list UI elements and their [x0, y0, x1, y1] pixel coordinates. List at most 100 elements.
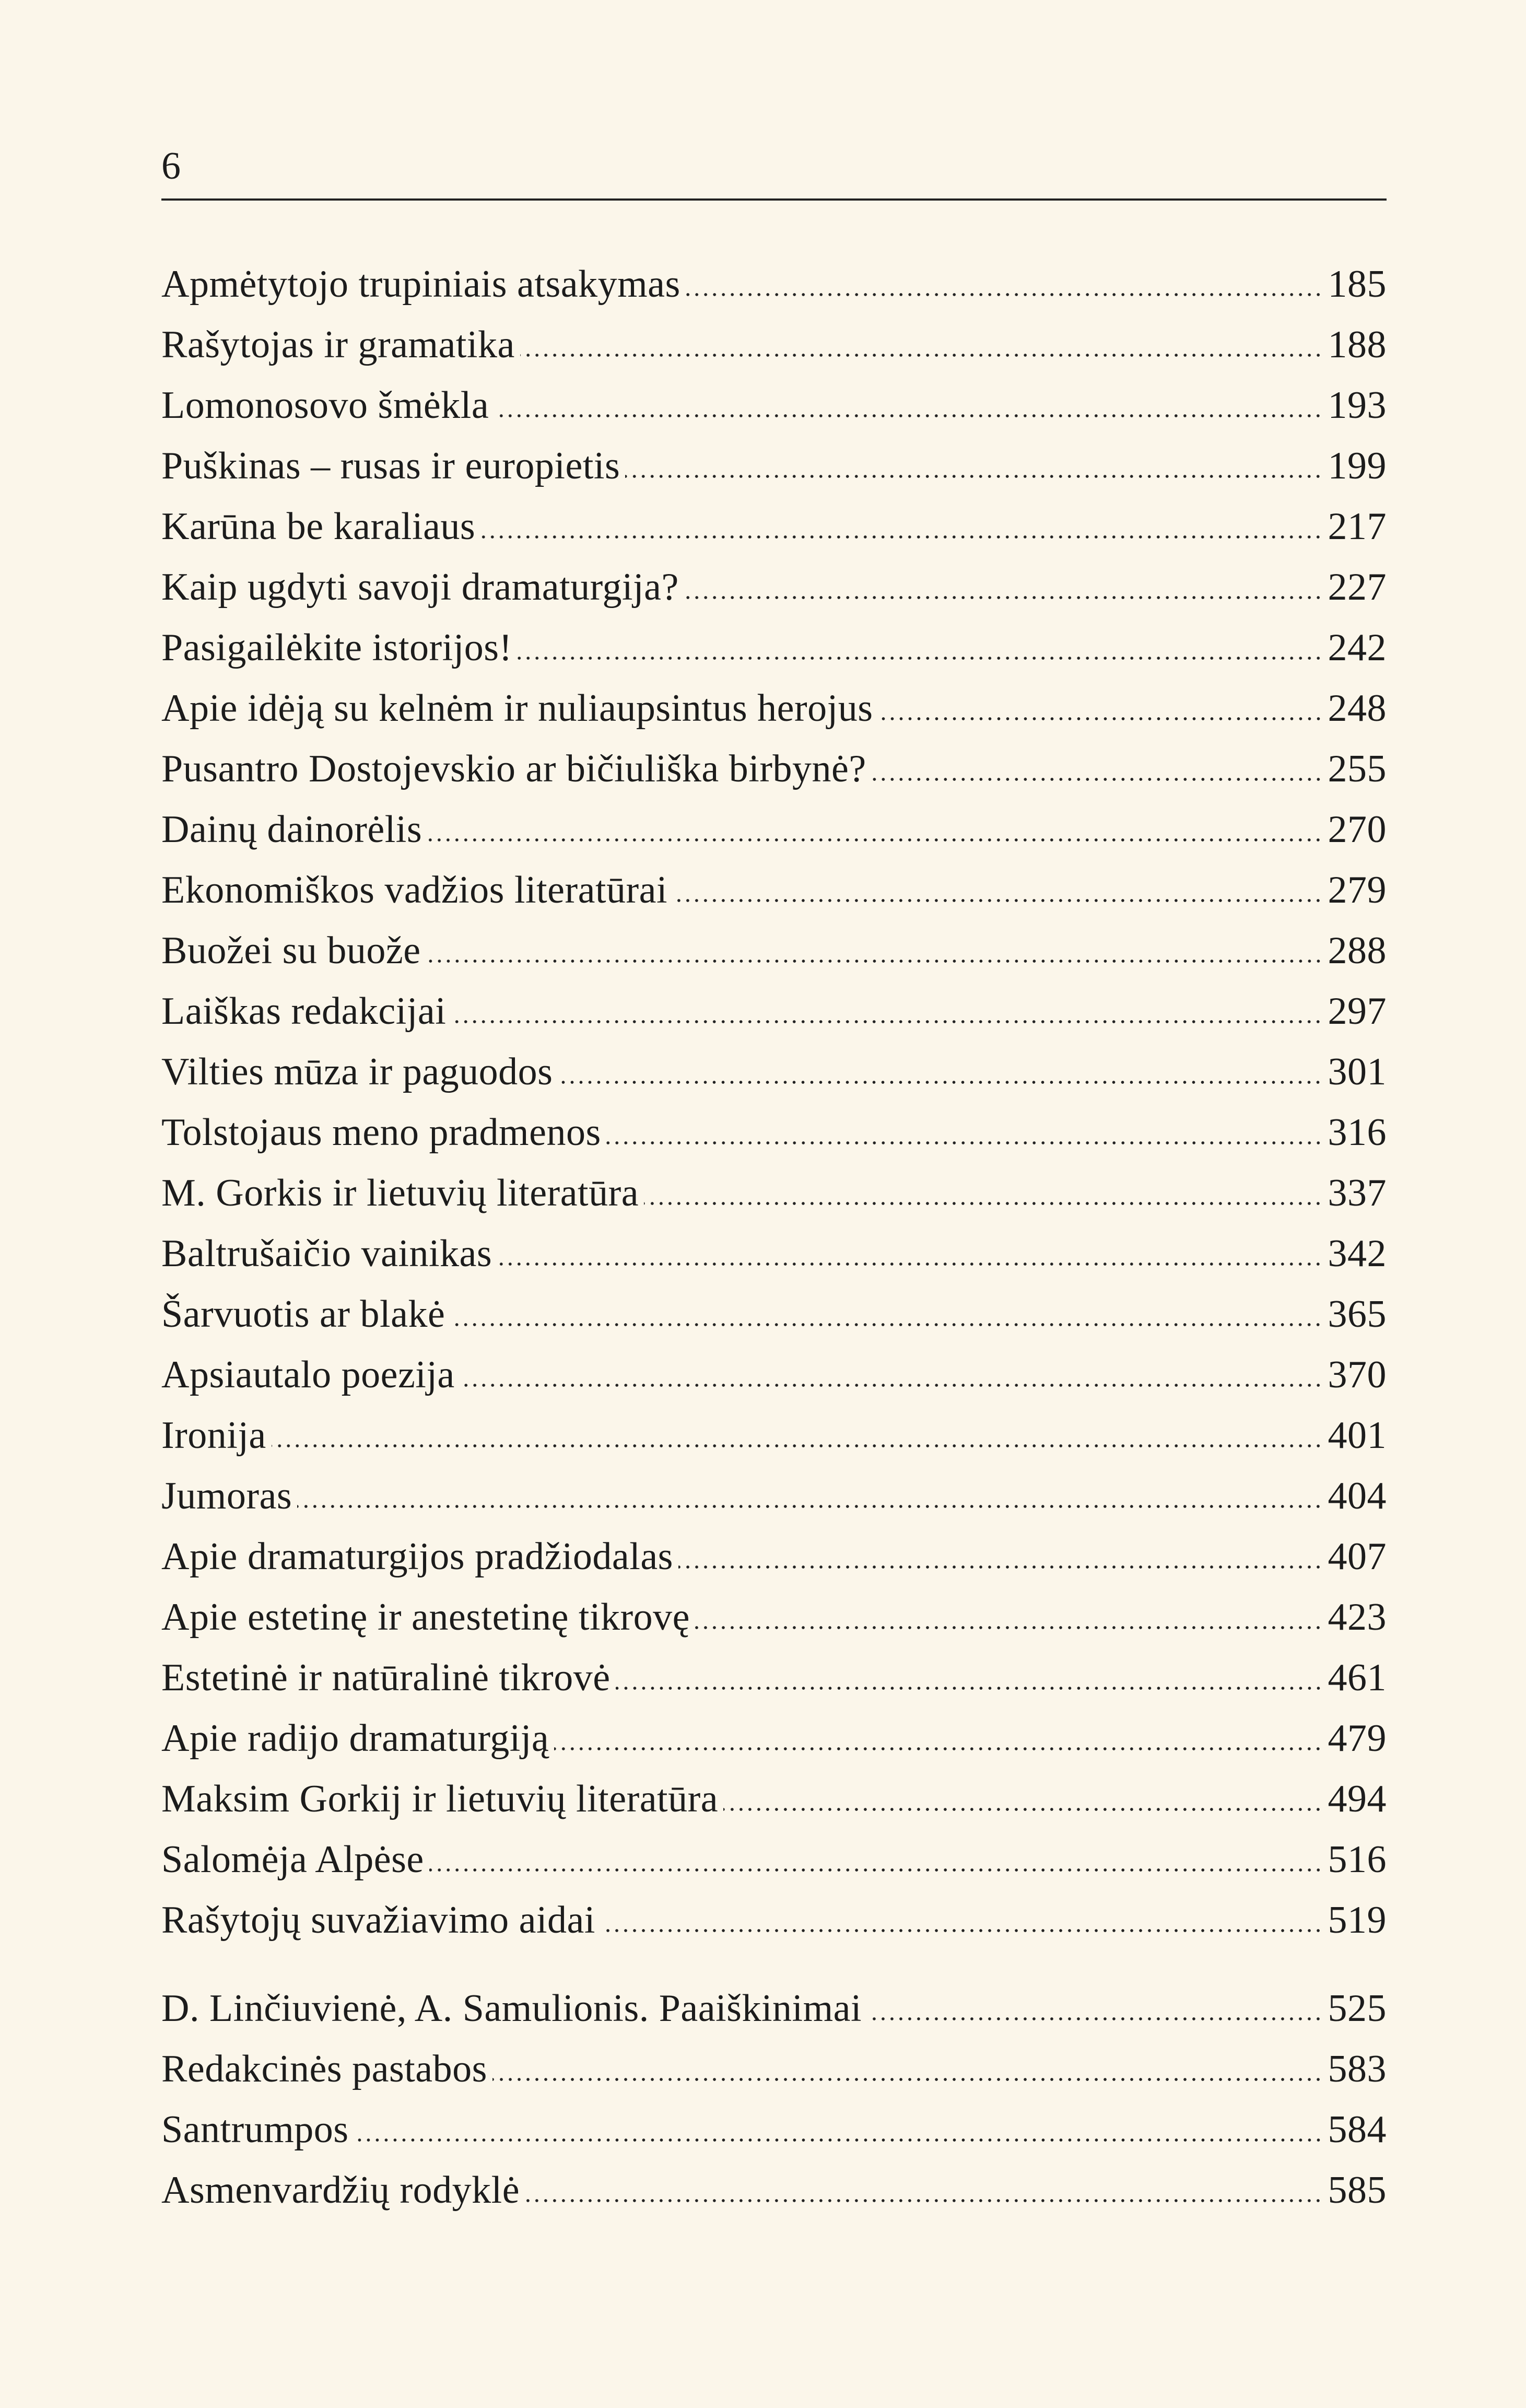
- dot-leader: [878, 717, 1323, 721]
- toc-entry: Šarvuotis ar blakė 365: [161, 1284, 1387, 1345]
- toc-entry: Apie radijo dramaturgiją 479: [161, 1708, 1387, 1769]
- toc-entry-title: Tolstojaus meno pradmenos: [161, 1111, 601, 1154]
- dot-leader: [723, 1807, 1323, 1811]
- toc-entry-page: 370: [1328, 1353, 1387, 1396]
- dot-leader: [517, 656, 1323, 660]
- toc-appendix-group: D. Linčiuvienė, A. Samulionis. Paaiškini…: [161, 1978, 1387, 2220]
- toc-entry: Ekonomiškos vadžios literatūrai 279: [161, 860, 1387, 920]
- dot-leader: [600, 1928, 1323, 1933]
- dot-leader: [525, 2199, 1323, 2203]
- toc-entry-title: Estetinė ir natūralinė tikrovė: [161, 1656, 611, 1699]
- toc-entry: Apie idėją su kelnėm ir nuliaupsintus he…: [161, 678, 1387, 739]
- toc-entry-title: Pasigailėkite istorijos!: [161, 626, 512, 669]
- toc-entry-title: Apie radijo dramaturgiją: [161, 1717, 549, 1760]
- toc-entry-title: Santrumpos: [161, 2108, 349, 2151]
- toc-entry-title: Apmėtytojo trupiniais atsakymas: [161, 263, 680, 306]
- dot-leader: [450, 1323, 1323, 1327]
- toc-entry: Estetinė ir natūralinė tikrovė 461: [161, 1647, 1387, 1708]
- toc-entry-page: 316: [1328, 1111, 1387, 1154]
- toc-entry: Rašytojų suvažiavimo aidai 519: [161, 1890, 1387, 1950]
- dot-leader: [554, 1747, 1323, 1751]
- toc-entry: Salomėja Alpėse 516: [161, 1829, 1387, 1890]
- dot-leader: [606, 1141, 1323, 1145]
- toc-entry-title: Lomonosovo šmėkla: [161, 384, 489, 427]
- toc-entry-page: 365: [1328, 1293, 1387, 1336]
- toc-entry-page: 585: [1328, 2169, 1387, 2212]
- toc-entry-page: 242: [1328, 626, 1387, 669]
- toc-entry-page: 479: [1328, 1717, 1387, 1760]
- toc-entry-title: Rašytojų suvažiavimo aidai: [161, 1899, 595, 1942]
- dot-leader: [460, 1383, 1323, 1387]
- toc-entry: Kaip ugdyti savoji dramaturgija? 227: [161, 557, 1387, 617]
- toc-entry-page: 401: [1328, 1414, 1387, 1457]
- toc-entry-title: Maksim Gorkij ir lietuvių literatūra: [161, 1778, 719, 1820]
- toc-entry-title: Dainų dainorėlis: [161, 808, 422, 851]
- toc-entry-title: Rašytojas ir gramatika: [161, 323, 515, 366]
- toc-entry: Pusantro Dostojevskio ar bičiuliška birb…: [161, 739, 1387, 799]
- page-number: 6: [161, 145, 181, 188]
- toc-entry-title: Apsiautalo poezija: [161, 1353, 455, 1396]
- toc-entry-title: Apie dramaturgijos pradžiodalas: [161, 1535, 673, 1578]
- toc-entry: Rašytojas ir gramatika 188: [161, 314, 1387, 375]
- toc-entry-page: 297: [1328, 990, 1387, 1033]
- dot-leader: [451, 1020, 1323, 1024]
- toc-entry-page: 301: [1328, 1050, 1387, 1093]
- toc-entry-title: D. Linčiuvienė, A. Samulionis. Paaiškini…: [161, 1987, 862, 2030]
- toc-entry: Ironija 401: [161, 1405, 1387, 1466]
- toc-entry-page: 519: [1328, 1899, 1387, 1942]
- dot-leader: [867, 2017, 1323, 2021]
- dot-leader: [271, 1444, 1323, 1448]
- toc-entry-page: 423: [1328, 1596, 1387, 1639]
- dot-leader: [427, 838, 1323, 842]
- toc-entry-page: 255: [1328, 747, 1387, 790]
- toc-entry-page: 248: [1328, 687, 1387, 730]
- toc-entry-page: 525: [1328, 1987, 1387, 2030]
- dot-leader: [492, 2077, 1323, 2082]
- toc-entry-title: Ironija: [161, 1414, 266, 1457]
- toc-entry: Tolstojaus meno pradmenos 316: [161, 1102, 1387, 1163]
- toc-entry-title: Baltrušaičio vainikas: [161, 1232, 492, 1275]
- toc-entry-title: Vilties mūza ir paguodos: [161, 1050, 553, 1093]
- toc-entry-title: Laiškas redakcijai: [161, 990, 447, 1033]
- toc-main-group: Apmėtytojo trupiniais atsakymas 185 Rašyto…: [161, 254, 1387, 1950]
- toc-entry-page: 288: [1328, 929, 1387, 972]
- toc-entry: Apsiautalo poezija 370: [161, 1345, 1387, 1405]
- toc-entry-title: Puškinas – rusas ir europietis: [161, 445, 620, 487]
- dot-leader: [673, 898, 1323, 903]
- toc-entry: Redakcinės pastabos 583: [161, 2039, 1387, 2099]
- toc-entry: Baltrušaičio vainikas 342: [161, 1223, 1387, 1284]
- toc-entry: Pasigailėkite istorijos! 242: [161, 617, 1387, 678]
- toc-entry: M. Gorkis ir lietuvių literatūra 337: [161, 1163, 1387, 1223]
- toc-entry-page: 227: [1328, 566, 1387, 609]
- toc-entry: Lomonosovo šmėkla 193: [161, 375, 1387, 436]
- toc-entry-title: Karūna be karaliaus: [161, 505, 476, 548]
- toc-entry: Maksim Gorkij ir lietuvių literatūra 494: [161, 1769, 1387, 1829]
- dot-leader: [429, 1868, 1323, 1872]
- toc-entry: Santrumpos 584: [161, 2099, 1387, 2160]
- dot-leader: [644, 1201, 1323, 1206]
- toc-entry: Buožei su buože 288: [161, 920, 1387, 981]
- toc-entry-title: Pusantro Dostojevskio ar bičiuliška birb…: [161, 747, 866, 790]
- dot-leader: [297, 1504, 1323, 1509]
- toc-entry: Puškinas – rusas ir europietis 199: [161, 436, 1387, 496]
- toc-entry-page: 199: [1328, 445, 1387, 487]
- toc-entry-page: 188: [1328, 323, 1387, 366]
- toc-entry: Dainų dainorėlis 270: [161, 799, 1387, 860]
- dot-leader: [684, 595, 1323, 600]
- dot-leader: [871, 777, 1323, 781]
- dot-leader: [685, 293, 1323, 297]
- dot-leader: [480, 535, 1323, 539]
- dot-leader: [615, 1686, 1323, 1690]
- toc-entry-page: 342: [1328, 1232, 1387, 1275]
- toc-entry-title: Jumoras: [161, 1475, 292, 1517]
- toc-entry-title: M. Gorkis ir lietuvių literatūra: [161, 1172, 639, 1214]
- toc-entry-title: Asmenvardžių rodyklė: [161, 2169, 520, 2212]
- toc-entry-page: 516: [1328, 1838, 1387, 1881]
- toc-entry-title: Kaip ugdyti savoji dramaturgija?: [161, 566, 679, 609]
- dot-leader: [354, 2138, 1323, 2142]
- toc-entry-page: 584: [1328, 2108, 1387, 2151]
- toc-entry-page: 217: [1328, 505, 1387, 548]
- toc-entry: Jumoras 404: [161, 1466, 1387, 1526]
- dot-leader: [695, 1626, 1323, 1630]
- dot-leader: [426, 959, 1323, 963]
